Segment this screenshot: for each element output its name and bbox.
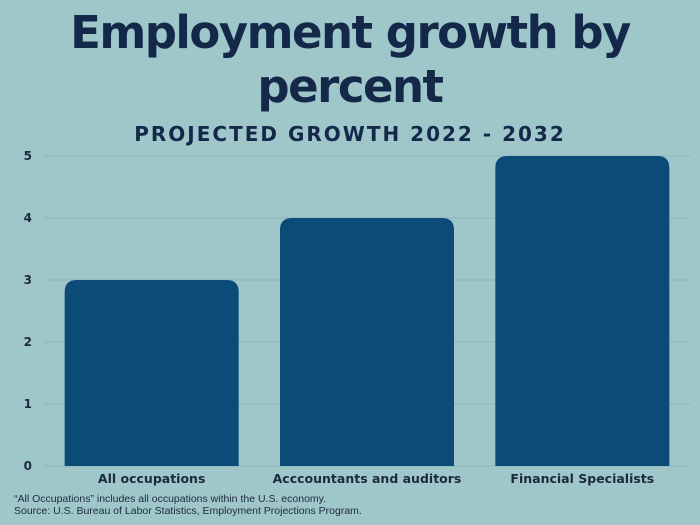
bar-1 xyxy=(64,280,239,466)
y-tick-label-2: 2 xyxy=(24,335,32,349)
x-category-label-3: Financial Specialists xyxy=(510,471,654,486)
y-tick-label-4: 4 xyxy=(24,211,32,225)
chart-title-text: Employment growth by percent xyxy=(70,6,631,113)
x-category-label-1: All occupations xyxy=(98,471,205,486)
x-category-label-2: Acccountants and auditors xyxy=(273,471,462,486)
y-tick-label-0: 0 xyxy=(24,459,32,473)
y-tick-label-5: 5 xyxy=(24,149,32,163)
footnote-line-1: “All Occupations” includes all occupatio… xyxy=(14,493,327,505)
chart-subtitle: PROJECTED GROWTH 2022 - 2032 xyxy=(134,122,566,146)
bar-2 xyxy=(280,218,454,466)
bar-chart: 0 1 2 3 4 5 All occupations Acccountants and au… xyxy=(24,149,690,486)
chart-title: Employment growth by percent xyxy=(0,6,700,114)
footnote-line-2: Source: U.S. Bureau of Labor Statistics,… xyxy=(14,505,362,517)
footnote: “All Occupations” includes all occupatio… xyxy=(14,493,362,517)
y-tick-label-1: 1 xyxy=(24,397,32,411)
bar-3 xyxy=(495,156,670,466)
y-tick-label-3: 3 xyxy=(24,273,32,287)
